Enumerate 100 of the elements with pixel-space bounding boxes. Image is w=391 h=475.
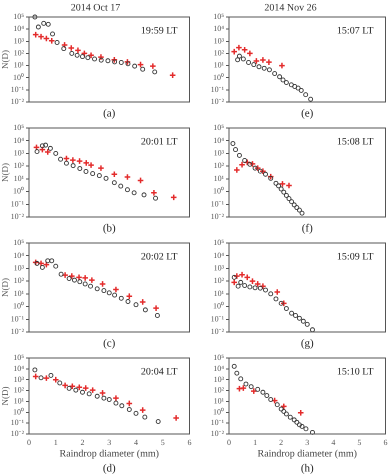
point — [126, 299, 130, 304]
x-tick-label: 2 — [80, 438, 84, 448]
point — [101, 396, 106, 401]
point — [248, 384, 254, 390]
y-tick-label: 10⁴ — [13, 136, 24, 145]
point — [236, 284, 241, 289]
point — [284, 412, 289, 416]
point — [64, 160, 69, 166]
point — [268, 397, 274, 402]
point — [48, 372, 54, 378]
point — [126, 61, 130, 66]
text: (h) — [300, 462, 314, 474]
point — [156, 419, 161, 424]
point — [48, 146, 53, 151]
y-axis-title: N(D) — [0, 163, 10, 182]
y-tick-label: 10¹ — [14, 396, 25, 406]
point — [105, 58, 110, 64]
text: (e) — [301, 107, 314, 120]
point — [74, 52, 80, 58]
text: (g) — [300, 337, 314, 350]
point — [238, 376, 244, 382]
point — [152, 69, 158, 74]
point — [49, 258, 54, 264]
point — [124, 187, 130, 192]
y-tick-label: 10³ — [14, 148, 25, 158]
point — [68, 44, 75, 52]
y-tick-label: 10⁻¹ — [10, 314, 25, 324]
y-tick-label: 10² — [214, 276, 225, 286]
point — [296, 86, 301, 91]
point — [62, 272, 69, 279]
y-tick-label: 10¹ — [214, 396, 225, 406]
text: (f) — [302, 222, 314, 234]
annotation: 20:01 LT — [140, 136, 178, 148]
annotation: 15:09 LT — [336, 252, 374, 263]
x-tick-label: 4 — [134, 438, 138, 448]
y-tick-label: 10⁰ — [13, 72, 24, 82]
point — [271, 397, 278, 404]
point — [112, 59, 118, 64]
y-tick-label: 10¹ — [14, 60, 25, 70]
point — [258, 168, 263, 174]
point — [150, 189, 158, 196]
y-tick-label: 10⁴ — [213, 364, 224, 373]
x-tick-label: 6 — [188, 438, 192, 448]
y-tick-label: 10¹ — [214, 60, 225, 70]
point — [139, 406, 146, 414]
point — [34, 149, 40, 154]
point — [54, 40, 60, 45]
annotation: 20:04 LT — [140, 366, 178, 378]
point — [292, 84, 298, 89]
point — [57, 380, 62, 386]
point — [126, 292, 133, 300]
y-tick-label: 10³ — [14, 374, 25, 384]
chart-title: 2014 Nov 26 — [264, 2, 317, 14]
point — [300, 210, 304, 216]
point — [244, 382, 248, 386]
y-tick-label: 10⁻² — [210, 97, 225, 106]
point — [289, 310, 294, 316]
annotation: 15:07 LT — [336, 26, 374, 37]
x-tick-label: 3 — [305, 438, 310, 448]
point — [142, 192, 146, 198]
point — [288, 82, 294, 88]
point — [284, 80, 289, 85]
point — [278, 62, 286, 70]
x-tick-label: 0 — [27, 438, 31, 448]
point — [300, 318, 306, 324]
y-tick-label: 10⁻¹ — [210, 314, 225, 324]
point — [68, 382, 76, 390]
point — [50, 32, 55, 36]
y-tick-label: 10⁴ — [13, 24, 24, 34]
point — [252, 57, 260, 65]
y-tick-label: 10⁵ — [13, 12, 24, 22]
y-tick-label: 10⁰ — [213, 407, 224, 416]
point — [90, 171, 96, 176]
point — [82, 384, 90, 392]
y-tick-label: 10⁵ — [13, 123, 24, 132]
point — [276, 183, 282, 188]
y-tick-label: 10⁴ — [13, 364, 24, 373]
point — [61, 46, 66, 52]
y-axis-title: N(D) — [0, 386, 10, 406]
point — [232, 274, 237, 280]
x-tick-label: 1 — [253, 438, 258, 448]
point — [288, 414, 293, 420]
y-tick-label: 10⁵ — [13, 353, 24, 362]
point — [264, 393, 270, 398]
point — [258, 286, 263, 291]
y-tick-label: 10⁰ — [213, 186, 224, 196]
point — [238, 161, 246, 168]
point — [66, 386, 72, 391]
point — [278, 406, 284, 412]
y-tick-label: 10² — [214, 48, 225, 58]
point — [139, 298, 146, 306]
point — [80, 390, 85, 395]
y-tick-label: 10¹ — [14, 174, 25, 183]
point — [80, 50, 88, 57]
point — [274, 288, 281, 296]
point — [72, 278, 77, 283]
point — [289, 199, 294, 204]
point — [230, 278, 238, 286]
point — [82, 274, 89, 282]
point — [235, 57, 240, 62]
